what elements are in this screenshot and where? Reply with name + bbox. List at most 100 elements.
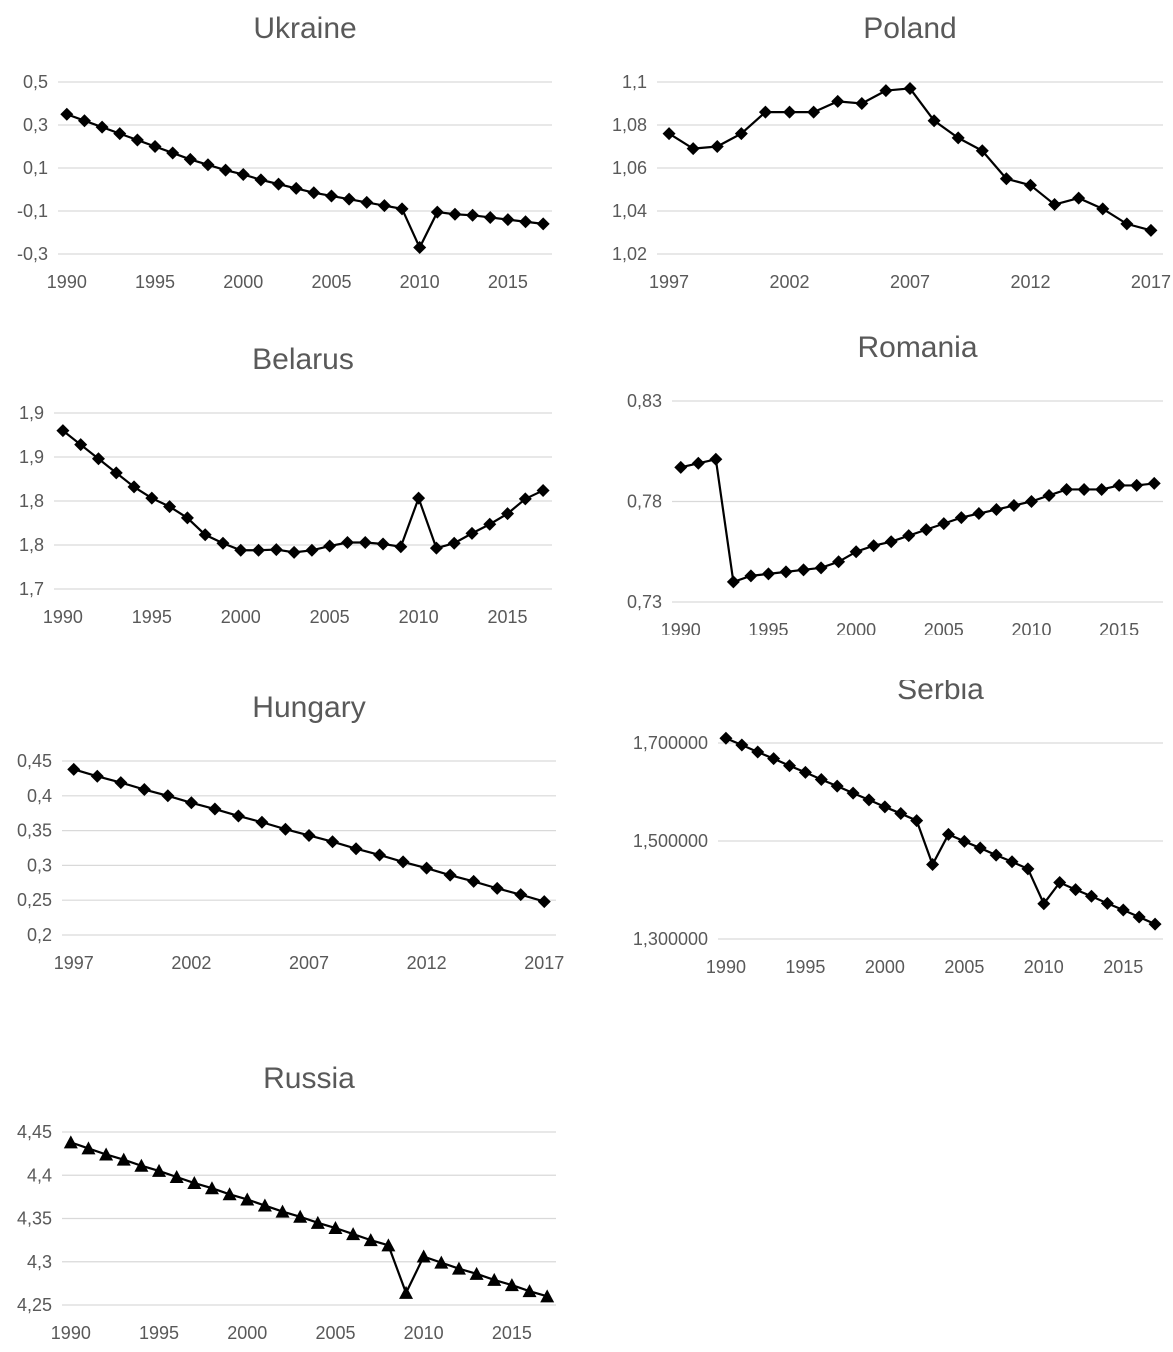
chart-serbia-data-point: [1100, 896, 1114, 910]
chart-hungary-data-point: [208, 802, 222, 816]
chart-belarus-data-point: [536, 483, 550, 497]
chart-hungary-data-point: [302, 828, 316, 842]
chart-russia-y-tick-label: 4,3: [27, 1252, 52, 1272]
chart-russia-data-point: [293, 1209, 308, 1223]
chart-ukraine-data-point: [272, 177, 286, 191]
chart-romania-x-tick-label: 2000: [836, 620, 876, 635]
chart-serbia-data-point: [719, 731, 733, 745]
chart-romania-svg: Romania 0,83 0,78 0,73 1990 1995 2000 2005 2010 2…: [627, 331, 1163, 640]
chart-russia-data-point: [187, 1176, 202, 1190]
chart-ukraine-data-point: [324, 189, 338, 203]
chart-romania-data-point: [849, 545, 863, 559]
chart-belarus-series-line: [62, 429, 544, 554]
chart-serbia-data-point: [846, 786, 860, 800]
chart-romania-data-point: [691, 456, 705, 470]
chart-russia-x-tick-label: 2015: [492, 1323, 532, 1343]
chart-serbia-x-tick-label: 1990: [706, 957, 746, 977]
chart-ukraine-svg: Ukraine 0,5 0,3 0,1 -0,1 -0,3 1990 1995 2000 2005…: [17, 12, 552, 292]
chart-romania-data-point: [709, 452, 723, 466]
chart-belarus-y-tick-label: 1,8: [19, 535, 44, 555]
chart-russia-data-point: [222, 1187, 237, 1201]
chart-romania: Romania 0,83 0,78 0,73 1990 1995 2000 2005 2010 2…: [590, 331, 1173, 640]
chart-belarus-title: Belarus: [252, 343, 354, 376]
chart-hungary-data-point: [514, 888, 528, 902]
chart-belarus-data-point: [198, 528, 212, 542]
chart-serbia-data-point: [735, 738, 749, 752]
chart-poland-data-point: [1096, 202, 1110, 216]
chart-russia-x-tick-label: 2010: [404, 1323, 444, 1343]
chart-romania-series-line: [680, 457, 1155, 584]
chart-romania-data-point: [779, 565, 793, 579]
chart-russia-data-point: [134, 1158, 149, 1172]
chart-romania-data-point: [954, 511, 968, 525]
chart-ukraine-x-tick-label: 2010: [400, 272, 440, 292]
chart-russia-data-point: [363, 1233, 378, 1247]
chart-belarus-x-tick-label: 1995: [132, 607, 172, 627]
chart-poland-x-tick-label: 2002: [770, 272, 810, 292]
chart-poland-data-point: [662, 127, 676, 141]
chart-russia-data-point: [99, 1147, 114, 1161]
chart-ukraine-series-line: [66, 113, 544, 251]
chart-romania-data-point: [937, 517, 951, 531]
chart-hungary-x-tick-label: 1997: [54, 953, 94, 973]
chart-romania-y-tick-label: 0,73: [627, 592, 662, 612]
chart-poland-y-tick-label: 1,02: [612, 244, 647, 264]
chart-russia-data-point: [257, 1198, 272, 1212]
chart-ukraine-y-tick-label: 0,1: [23, 158, 48, 178]
chart-belarus-y-tick-label: 1,9: [19, 447, 44, 467]
chart-russia-data-point: [487, 1272, 502, 1286]
chart-poland-x-tick-label: 2012: [1010, 272, 1050, 292]
chart-serbia-data-point: [989, 848, 1003, 862]
chart-hungary-data-point: [231, 809, 245, 823]
chart-poland-y-tick-label: 1,08: [612, 115, 647, 135]
chart-belarus-data-point: [109, 466, 123, 480]
chart-belarus-y-tick-label: 1,7: [19, 579, 44, 599]
chart-hungary-x-tick-label: 2007: [289, 953, 329, 973]
chart-russia: Russia 4,45 4,4 4,35 4,3 4,25 1990 1995 2000 2005…: [0, 1060, 580, 1347]
chart-poland-x-tick-label: 2007: [890, 272, 930, 292]
chart-belarus-data-point: [305, 543, 319, 557]
chart-ukraine-y-tick-label: -0,1: [17, 201, 48, 221]
chart-belarus: Belarus 1,9 1,9 1,8 1,8 1,7 1990 1995 2000 2005 20…: [0, 335, 580, 635]
chart-poland-data-point: [951, 131, 965, 145]
chart-ukraine-x-tick-label: 1995: [135, 272, 175, 292]
chart-poland-series-line: [668, 87, 1152, 232]
chart-belarus-data-point: [145, 491, 159, 505]
chart-ukraine-data-point: [519, 215, 533, 229]
chart-russia-x-tick-label: 2005: [315, 1323, 355, 1343]
chart-romania-y-tick-label: 0,78: [627, 492, 662, 512]
chart-romania-data-point: [1130, 478, 1144, 492]
chart-poland: Poland 1,1 1,08 1,06 1,04 1,02 1997 2002 2007 201…: [590, 0, 1173, 300]
chart-romania-title: Romania: [857, 335, 977, 364]
chart-serbia-data-point: [910, 814, 924, 828]
chart-russia-y-tick-label: 4,35: [17, 1209, 52, 1229]
chart-serbia-data-point: [783, 759, 797, 773]
chart-hungary-data-point: [467, 874, 481, 888]
chart-serbia-data-point: [814, 772, 828, 786]
chart-serbia-data-point: [751, 745, 765, 759]
chart-russia-svg: Russia 4,45 4,4 4,35 4,3 4,25 1990 1995 2000 2005…: [17, 1062, 556, 1343]
chart-russia-series-line: [70, 1141, 548, 1298]
chart-ukraine-data-point: [483, 210, 497, 224]
chart-russia-data-point: [81, 1141, 96, 1155]
chart-poland-data-point: [831, 94, 845, 108]
chart-romania-data-point: [674, 460, 688, 474]
chart-ukraine-x-tick-label: 2005: [311, 272, 351, 292]
chart-poland-data-point: [927, 114, 941, 128]
chart-serbia-data-point: [1084, 889, 1098, 903]
chart-hungary-y-tick-label: 0,25: [17, 890, 52, 910]
chart-serbia-data-point: [1005, 855, 1019, 869]
chart-hungary-x-tick-label: 2017: [524, 953, 564, 973]
chart-romania-data-point: [744, 569, 758, 583]
chart-belarus-data-point: [412, 491, 426, 505]
chart-belarus-data-point: [180, 511, 194, 525]
chart-belarus-y-tick-label: 1,9: [19, 403, 44, 423]
chart-poland-data-point: [1120, 217, 1134, 231]
chart-poland-data-point: [903, 81, 917, 95]
chart-serbia-data-point: [767, 752, 781, 766]
chart-poland-data-point: [975, 144, 989, 158]
chart-ukraine: Ukraine 0,5 0,3 0,1 -0,1 -0,3 1990 1995 2000 2005…: [0, 0, 580, 300]
chart-romania-x-tick-label: 2015: [1099, 620, 1139, 635]
chart-ukraine-data-point: [201, 158, 215, 172]
chart-russia-data-point: [381, 1238, 396, 1252]
